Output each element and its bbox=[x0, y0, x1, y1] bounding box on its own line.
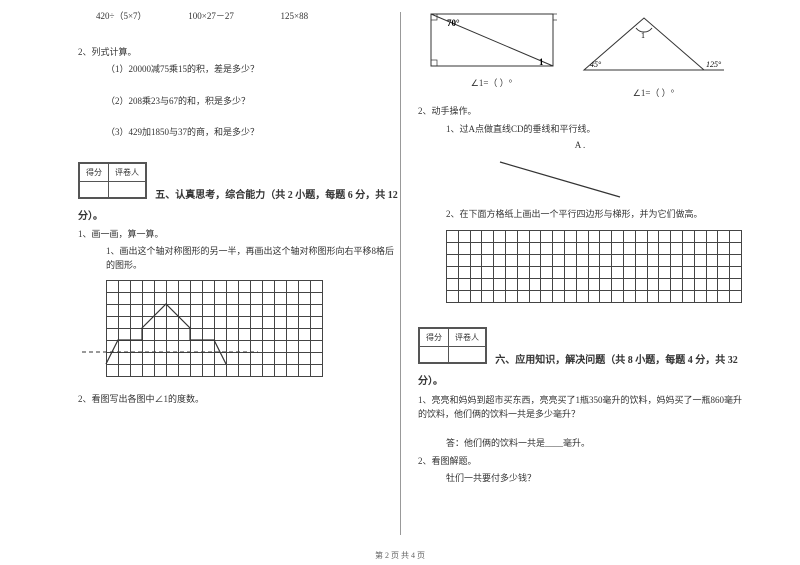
score6-blank2 bbox=[449, 346, 486, 362]
q5-1-1: 1、画出这个轴对称图形的另一半，再画出这个轴对称图形向右平移8格后的图形。 bbox=[78, 245, 402, 272]
axial-shape bbox=[78, 280, 278, 376]
score-table-6: 得分 评卷人 bbox=[418, 327, 487, 364]
section-5-title-b-text: 分）。 bbox=[78, 211, 103, 222]
grid-shape-container bbox=[78, 276, 402, 383]
q5-2: 2、看图写出各图中∠1的度数。 bbox=[78, 393, 402, 407]
svg-text:125°: 125° bbox=[706, 60, 722, 69]
svg-text:45°: 45° bbox=[590, 60, 602, 69]
point-a-label: A . bbox=[418, 140, 742, 150]
section-6-title: 六、应用知识，解决问题（共 8 小题，每题 4 分，共 32 bbox=[495, 355, 738, 366]
angle-label-left: ∠1=（ ）° bbox=[427, 76, 557, 89]
q2-sub3: （3）429加1850与37的商，和是多少？ bbox=[78, 126, 402, 140]
q6-2-1: 牡们一共要付多少钱？ bbox=[418, 472, 742, 486]
r-q2-2: 2、在下面方格纸上画出一个平行四边形与梯形，并为它们做高。 bbox=[418, 208, 742, 222]
grid-right-container bbox=[418, 226, 742, 309]
angle-tri-item: 1 45° 125° ∠1=（ ）° bbox=[574, 10, 734, 99]
triangle-angle-figure: 1 45° 125° bbox=[574, 10, 734, 80]
left-column: 420÷（5×7） 100×27－27 125×88 2、列式计算。 （1）20… bbox=[70, 10, 410, 545]
score-blank1 bbox=[80, 181, 109, 197]
score-table-5: 得分 评卷人 bbox=[78, 162, 147, 199]
section-5-title: 五、认真思考，综合能力（共 2 小题，每题 6 分，共 12 bbox=[155, 190, 398, 201]
svg-text:70°: 70° bbox=[447, 18, 460, 28]
angle-rect-item: 70° 1 ∠1=（ ）° bbox=[427, 10, 557, 89]
rectangle-angle-figure: 70° 1 bbox=[427, 10, 557, 70]
r-q2: 2、动手操作。 bbox=[418, 105, 742, 119]
score-block-5: 得分 评卷人 五、认真思考，综合能力（共 2 小题，每题 6 分，共 12 bbox=[78, 154, 402, 201]
q6-2: 2、看图解题。 bbox=[418, 455, 742, 469]
page-container: 420÷（5×7） 100×27－27 125×88 2、列式计算。 （1）20… bbox=[0, 0, 800, 565]
angle-figures-row: 70° 1 ∠1=（ ）° 1 45° 125° ∠1=（ ）° bbox=[418, 10, 742, 99]
score-block-6: 得分 评卷人 六、应用知识，解决问题（共 8 小题，每题 4 分，共 32 bbox=[418, 319, 742, 366]
svg-text:1: 1 bbox=[641, 31, 645, 40]
line-cd-figure bbox=[490, 152, 670, 202]
r-q2-1: 1、过A点做直线CD的垂线和平行线。 bbox=[418, 123, 742, 137]
q6-1: 1、亮亮和妈妈到超市买东西，亮亮买了1瓶350毫升的饮料，妈妈买了一瓶860毫升… bbox=[418, 393, 742, 422]
score6-h1: 得分 bbox=[420, 328, 449, 346]
grid-right bbox=[446, 230, 742, 303]
expr-2: 100×27－27 bbox=[188, 10, 278, 24]
score-blank2 bbox=[109, 181, 146, 197]
q6-1-answer: 答：他们俩的饮料一共是____毫升。 bbox=[418, 437, 742, 451]
right-column: 70° 1 ∠1=（ ）° 1 45° 125° ∠1=（ ）° 2、动手操作。 1、… bbox=[410, 10, 750, 545]
expr-3: 125×88 bbox=[281, 10, 309, 24]
svg-text:1: 1 bbox=[539, 57, 544, 67]
score-h2: 评卷人 bbox=[109, 163, 146, 181]
score6-h2: 评卷人 bbox=[449, 328, 486, 346]
q2-heading: 2、列式计算。 bbox=[78, 46, 402, 60]
q5-1: 1、画一画，算一算。 bbox=[78, 228, 402, 242]
expression-row: 420÷（5×7） 100×27－27 125×88 bbox=[78, 10, 402, 24]
page-footer: 第 2 页 共 4 页 bbox=[0, 550, 800, 561]
score-h1: 得分 bbox=[80, 163, 109, 181]
expr-1: 420÷（5×7） bbox=[96, 10, 186, 24]
q2-sub2: （2）208乘23与67的和，积是多少？ bbox=[78, 95, 402, 109]
section-5-title-b: 分）。 bbox=[78, 209, 402, 224]
q2-sub1: （1）20000减75乘15的积，差是多少？ bbox=[78, 63, 402, 77]
section-6-title-b-text: 分）。 bbox=[418, 376, 443, 387]
angle-label-right: ∠1=（ ）° bbox=[574, 86, 734, 99]
section-6-title-b: 分）。 bbox=[418, 374, 742, 389]
score6-blank1 bbox=[420, 346, 449, 362]
